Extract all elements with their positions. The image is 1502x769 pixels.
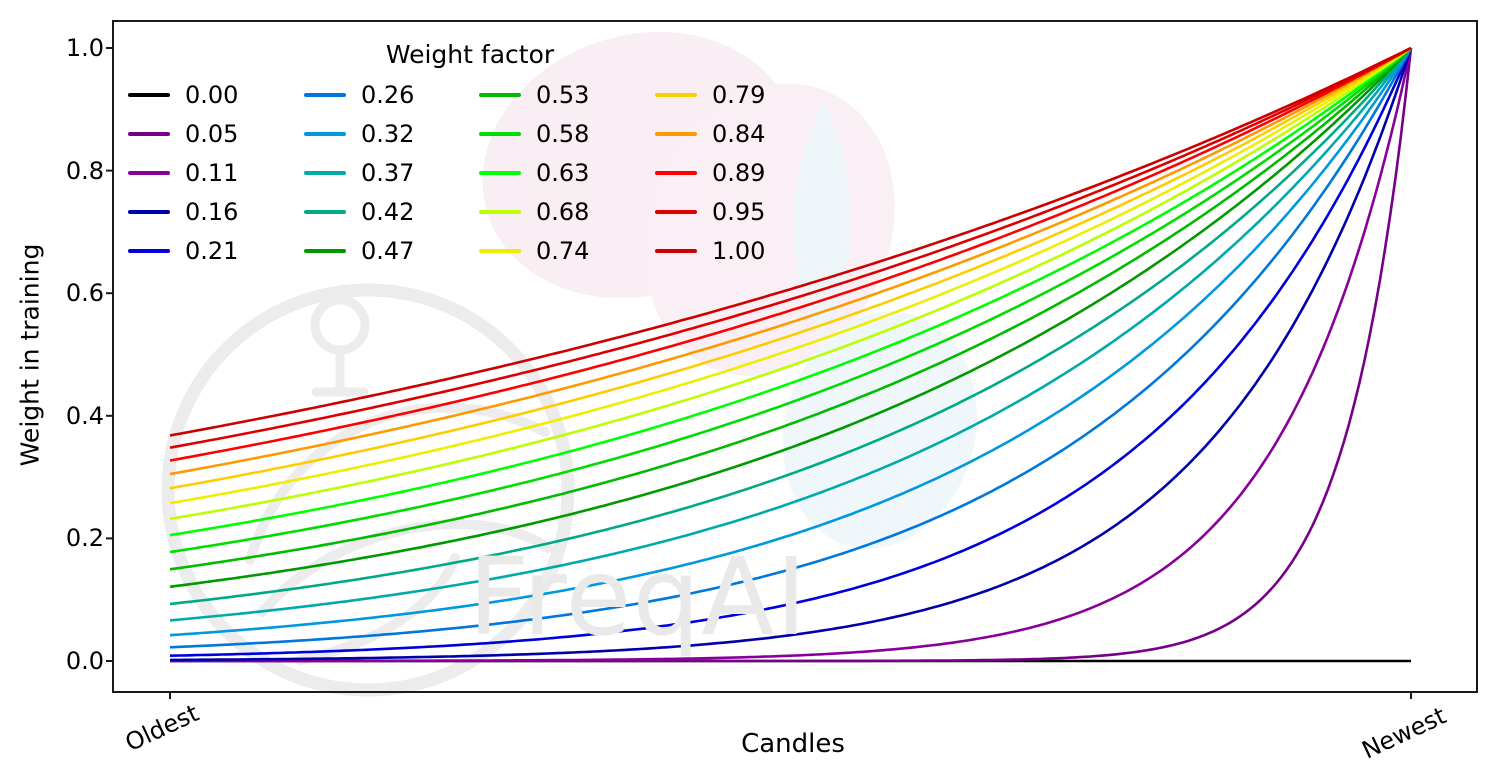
legend-swatch-0.42: [304, 210, 346, 214]
watermark-logo: [161, 31, 977, 697]
legend-swatch-0.89: [655, 171, 697, 175]
legend-item-0.42: 0.42: [304, 197, 414, 227]
legend-item-0.79: 0.79: [655, 80, 765, 110]
legend-item-0.47: 0.47: [304, 236, 414, 266]
legend-swatch-0.11: [128, 171, 170, 175]
watermark-bird-neck: [311, 347, 369, 397]
y-tick-label-0.0: 0.0: [65, 647, 104, 675]
curve-weight-factor-0.16: [170, 47, 1413, 662]
curve-weight-factor-0.53: [169, 47, 1412, 571]
legend-label-0.89: 0.89: [712, 159, 766, 187]
legend-item-0.11: 0.11: [128, 158, 238, 188]
legend-label-0.37: 0.37: [361, 159, 415, 187]
legend-label-0.21: 0.21: [185, 237, 239, 265]
legend-label-0.42: 0.42: [361, 198, 415, 226]
legend-label-0.47: 0.47: [361, 237, 415, 265]
legend-swatch-0.47: [304, 249, 346, 253]
legend-swatch-0.32: [304, 132, 346, 136]
y-tick-label-0.2: 0.2: [65, 524, 104, 553]
curve-weight-factor-0.26: [169, 47, 1413, 649]
legend-label-0.63: 0.63: [536, 159, 590, 187]
legend-item-0.32: 0.32: [304, 119, 414, 149]
y-tick-label-0.8: 0.8: [65, 156, 104, 185]
curve-weight-factor-0.74: [169, 46, 1412, 505]
legend-swatch-0.05: [128, 132, 170, 136]
curves-group: [169, 46, 1413, 663]
watermark-bird-wing: [245, 402, 550, 565]
legend-title: Weight factor: [385, 40, 555, 69]
curve-weight-factor-0.95: [169, 46, 1412, 449]
legend-label-0.95: 0.95: [712, 198, 766, 226]
curve-weight-factor-0.63: [169, 46, 1412, 537]
legend-label-0.32: 0.32: [361, 120, 415, 148]
tick-marks-group: [106, 47, 1412, 699]
legend-item-0.74: 0.74: [479, 236, 589, 266]
watermark-bird-tail: [295, 553, 460, 665]
curve-weight-factor-1.00: [169, 46, 1412, 437]
legend-swatch-0.37: [304, 171, 346, 175]
watermark-freqai-text: FreqAI: [468, 536, 808, 660]
legend-item-1.00: 1.00: [655, 236, 765, 266]
y-tick-label-0.4: 0.4: [65, 401, 104, 430]
legend-swatch-0.84: [655, 132, 697, 136]
legend-label-0.53: 0.53: [536, 81, 590, 109]
curve-weight-factor-0.79: [169, 46, 1412, 490]
legend-item-0.26: 0.26: [304, 80, 414, 110]
legend-swatch-0.21: [128, 249, 170, 253]
legend-label-0.16: 0.16: [185, 198, 239, 226]
axes-spines: [112, 20, 1478, 693]
legend-swatch-0.95: [655, 210, 697, 214]
watermark-circle: [161, 283, 575, 697]
legend-label-0.05: 0.05: [185, 120, 239, 148]
curve-weight-factor-0.68: [169, 46, 1412, 521]
legend-label-0.00: 0.00: [185, 81, 239, 109]
legend-swatch-0.16: [128, 210, 170, 214]
legend-label-0.74: 0.74: [536, 237, 590, 265]
curve-weight-factor-0.37: [169, 47, 1413, 622]
curve-weight-factor-0.84: [169, 46, 1412, 476]
legend-item-0.89: 0.89: [655, 158, 765, 188]
legend-swatch-0.58: [479, 132, 521, 136]
curve-weight-factor-0.58: [169, 47, 1412, 554]
legend-item-0.95: 0.95: [655, 197, 765, 227]
legend-label-0.79: 0.79: [712, 81, 766, 109]
curve-weight-factor-0.42: [169, 47, 1412, 606]
legend-swatch-0.26: [304, 93, 346, 97]
legend-item-0.21: 0.21: [128, 236, 238, 266]
curve-weight-factor-0.21: [169, 47, 1413, 657]
legend-swatch-0.00: [128, 93, 170, 97]
curve-weight-factor-0.11: [170, 47, 1413, 663]
legend-label-1.00: 1.00: [712, 237, 766, 265]
legend-item-0.84: 0.84: [655, 119, 765, 149]
legend-item-0.05: 0.05: [128, 119, 238, 149]
legend-label-0.26: 0.26: [361, 81, 415, 109]
legend-label-0.84: 0.84: [712, 120, 766, 148]
y-axis-label: Weight in training: [15, 243, 45, 467]
legend-swatch-0.74: [479, 249, 521, 253]
legend-swatch-0.79: [655, 93, 697, 97]
legend-swatch-0.63: [479, 171, 521, 175]
legend-item-0.37: 0.37: [304, 158, 414, 188]
y-tick-label-1.0: 1.0: [65, 34, 104, 62]
legend-label-0.58: 0.58: [536, 120, 590, 148]
legend-item-0.16: 0.16: [128, 197, 238, 227]
curve-weight-factor-0.47: [169, 47, 1412, 589]
legend-label-0.11: 0.11: [185, 159, 239, 187]
legend-label-0.68: 0.68: [536, 198, 590, 226]
legend-swatch-0.53: [479, 93, 521, 97]
curve-weight-factor-0.32: [169, 47, 1413, 637]
watermark-bird-head: [310, 295, 370, 355]
y-tick-label-0.6: 0.6: [65, 279, 104, 308]
legend-swatch-0.68: [479, 210, 521, 214]
legend-swatch-1.00: [655, 249, 697, 253]
legend-item-0.53: 0.53: [479, 80, 589, 110]
legend-item-0.68: 0.68: [479, 197, 589, 227]
x-axis-label: Candles: [741, 729, 845, 759]
legend-item-0.63: 0.63: [479, 158, 589, 188]
legend-item-0.00: 0.00: [128, 80, 238, 110]
legend-item-0.58: 0.58: [479, 119, 589, 149]
curve-weight-factor-0.89: [169, 46, 1412, 462]
